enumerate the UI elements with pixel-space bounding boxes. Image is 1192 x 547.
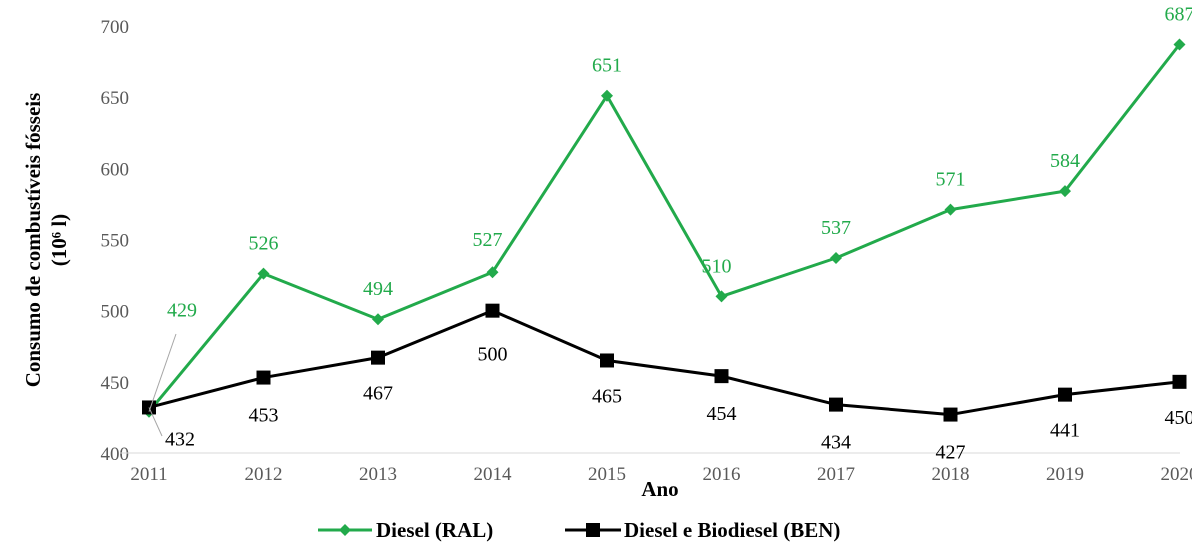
y-tick-label: 700 [101,17,130,38]
x-tick-label: 2020 [1161,464,1192,485]
data-point-diesel-biodiesel-ben [829,397,843,412]
data-label: 454 [707,403,737,425]
x-tick-label: 2018 [932,464,970,485]
y-tick-label: 550 [101,231,130,252]
x-tick-label: 2019 [1046,464,1084,485]
data-label: 510 [702,255,732,277]
data-label: 526 [249,233,279,255]
data-point-diesel-biodiesel-ben [371,350,385,365]
data-label: 453 [249,405,279,427]
x-tick-label: 2014 [474,464,513,485]
y-tick-label: 450 [101,373,130,394]
data-label: 465 [592,385,622,407]
data-point-diesel-biodiesel-ben [600,353,614,368]
data-label: 584 [1050,150,1080,172]
x-tick-label: 2012 [245,464,283,485]
data-point-diesel-biodiesel-ben [1172,374,1187,389]
data-label: 651 [592,55,622,77]
data-label: 571 [936,169,966,191]
data-label: 429 [167,300,197,322]
data-point-diesel-ral [830,252,842,265]
y-tick-label: 600 [101,159,130,180]
legend-marker-diesel-ral [339,524,351,536]
data-label: 527 [473,229,503,251]
legend-marker-diesel-biodiesel-ben [586,523,600,537]
data-point-diesel-ral [257,267,270,280]
y-axis-ticks: 400 450 500 550 600 650 700 [101,17,130,465]
y-tick-label: 650 [101,88,130,109]
series-line-diesel-biodiesel-ben [148,309,1180,417]
data-point-diesel-biodiesel-ben [714,369,729,384]
data-label: 434 [821,432,851,454]
data-label: 500 [478,344,508,366]
y-tick-label: 400 [101,444,130,465]
series-line-diesel-ral [147,43,1181,413]
data-label: 687 [1165,4,1192,26]
series-layer [142,38,1187,422]
data-label: 427 [936,442,966,464]
data-point-diesel-ral [944,203,957,216]
data-label: 450 [1165,407,1192,429]
data-point-diesel-biodiesel-ben [485,303,500,318]
data-point-diesel-biodiesel-ben [256,370,271,385]
x-tick-label: 2015 [588,464,626,485]
x-tick-label: 2013 [359,464,397,485]
data-point-diesel-ral [601,89,613,102]
legend-item-diesel-ral: Diesel (RAL) [318,518,493,542]
leader-line-diesel-biodiesel-ben [148,407,163,437]
data-point-diesel-ral [372,313,384,326]
data-point-diesel-ral [1059,185,1071,198]
data-point-diesel-biodiesel-ben [943,407,958,422]
x-tick-label: 2017 [817,464,855,485]
x-axis-title: Ano [641,477,678,501]
y-tick-label: 500 [101,302,130,323]
legend-label-diesel-biodiesel-ben: Diesel e Biodiesel (BEN) [624,518,840,542]
data-label: 467 [363,383,393,405]
leader-line-diesel-ral [148,333,177,412]
data-point-diesel-ral [715,290,728,303]
data-point-diesel-ral [486,266,499,279]
data-point-diesel-ral [1173,38,1186,51]
legend-label-diesel-ral: Diesel (RAL) [376,518,493,542]
legend-item-diesel-biodiesel-ben: Diesel e Biodiesel (BEN) [565,518,840,542]
data-label: 494 [363,278,393,300]
data-label: 537 [821,217,851,239]
data-point-diesel-biodiesel-ben [1058,387,1072,402]
legend: Diesel (RAL) Diesel e Biodiesel (BEN) [318,518,840,542]
x-tick-label: 2011 [130,464,167,485]
y-axis-title-line1: Consumo de combustíveis fósseis [21,93,45,388]
y-axis-title-line2: (10⁶ l) [47,214,71,266]
x-tick-label: 2016 [703,464,741,485]
data-labels: 429 526 494 527 651 510 537 571 584 687 432 453 467 5… [148,4,1192,464]
data-label: 432 [165,428,195,450]
data-label: 441 [1050,420,1080,442]
x-axis-ticks: 2011 2012 2013 2014 2015 2016 2017 2018 2019 2020 [130,464,1192,485]
